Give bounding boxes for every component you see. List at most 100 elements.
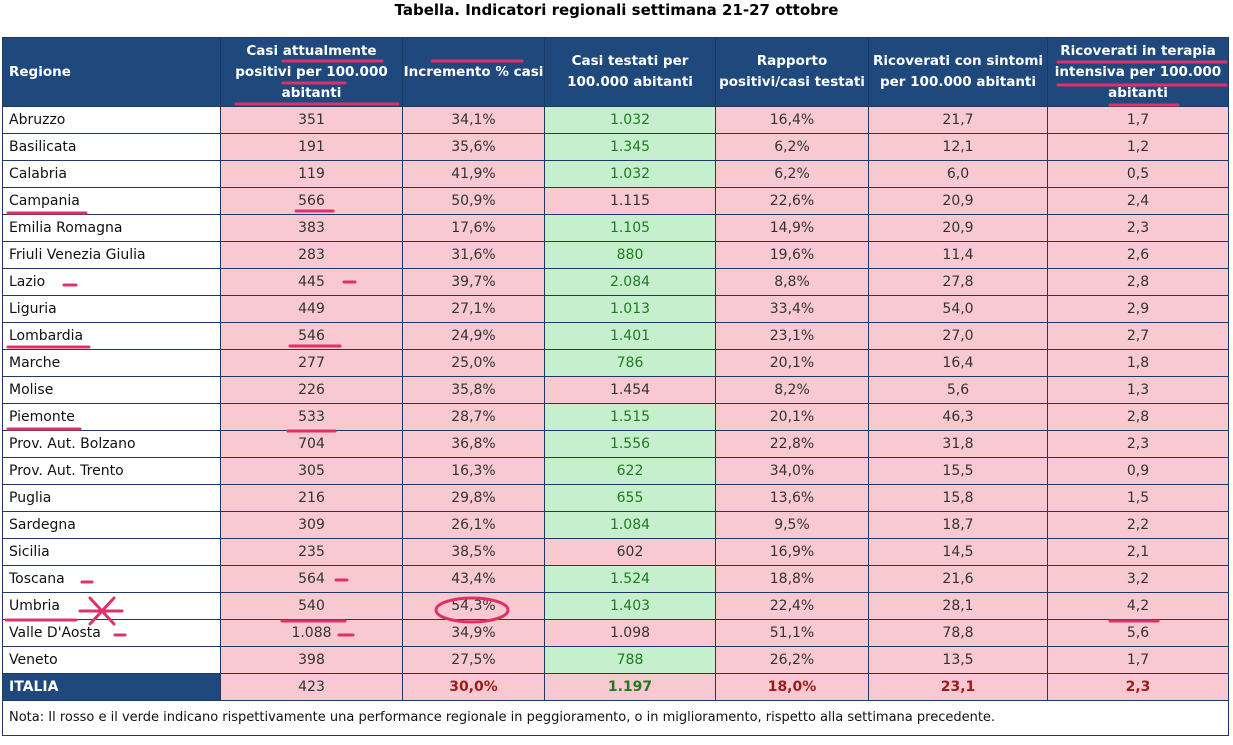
- value-cell: 14,5: [868, 538, 1048, 566]
- note-row: Nota: Il rosso e il verde indicano rispe…: [2, 700, 1229, 736]
- value-cell: 54,0: [868, 295, 1048, 323]
- value-cell: 38,5%: [402, 538, 545, 566]
- value-cell: 216: [220, 484, 403, 512]
- region-name-cell: Valle D'Aosta: [2, 619, 221, 647]
- total-value-cell: 30,0%: [402, 673, 545, 701]
- value-cell: 29,8%: [402, 484, 545, 512]
- region-name-cell: Prov. Aut. Trento: [2, 457, 221, 485]
- value-cell: 39,7%: [402, 268, 545, 296]
- header-row: Regione Casi attualmente positivi per 10…: [2, 37, 1229, 107]
- table-body: Abruzzo 351 34,1% 1.032 16,4% 21,7 1,7 Basilica…: [2, 106, 1229, 736]
- region-name-cell: Veneto: [2, 646, 221, 674]
- value-cell: 27,1%: [402, 295, 545, 323]
- table-row: Abruzzo 351 34,1% 1.032 16,4% 21,7 1,7: [2, 106, 1229, 134]
- value-cell: 50,9%: [402, 187, 545, 215]
- region-name-cell: Umbria: [2, 592, 221, 620]
- value-cell: 1.013: [544, 295, 716, 323]
- value-cell: 1.515: [544, 403, 716, 431]
- value-cell: 305: [220, 457, 403, 485]
- header-terapia-intensiva: Ricoverati in terapia intensiva per 100.…: [1047, 37, 1229, 107]
- value-cell: 398: [220, 646, 403, 674]
- value-cell: 1,8: [1047, 349, 1229, 377]
- value-cell: 880: [544, 241, 716, 269]
- header-rapporto: Rapporto positivi/casi testati: [715, 37, 869, 107]
- value-cell: 2,7: [1047, 322, 1229, 350]
- total-region-cell: ITALIA: [2, 673, 221, 701]
- value-cell: 2,2: [1047, 511, 1229, 539]
- table-title: Tabella. Indicatori regionali settimana …: [394, 1, 839, 19]
- region-name-cell: Calabria: [2, 160, 221, 188]
- total-row: ITALIA 423 30,0% 1.197 18,0% 23,1 2,3: [2, 673, 1229, 701]
- value-cell: 533: [220, 403, 403, 431]
- region-name-cell: Prov. Aut. Bolzano: [2, 430, 221, 458]
- value-cell: 1.088: [220, 619, 403, 647]
- value-cell: 6,2%: [715, 160, 869, 188]
- value-cell: 17,6%: [402, 214, 545, 242]
- value-cell: 566: [220, 187, 403, 215]
- value-cell: 20,9: [868, 187, 1048, 215]
- table-row: Sicilia 235 38,5% 602 16,9% 14,5 2,1: [2, 538, 1229, 566]
- region-name-cell: Lazio: [2, 268, 221, 296]
- table-row: Sardegna 309 26,1% 1.084 9,5% 18,7 2,2: [2, 511, 1229, 539]
- value-cell: 16,3%: [402, 457, 545, 485]
- value-cell: 1.032: [544, 160, 716, 188]
- value-cell: 35,6%: [402, 133, 545, 161]
- value-cell: 35,8%: [402, 376, 545, 404]
- value-cell: 54,3%: [402, 592, 545, 620]
- value-cell: 18,8%: [715, 565, 869, 593]
- value-cell: 540: [220, 592, 403, 620]
- value-cell: 445: [220, 268, 403, 296]
- value-cell: 22,4%: [715, 592, 869, 620]
- value-cell: 351: [220, 106, 403, 134]
- value-cell: 704: [220, 430, 403, 458]
- value-cell: 21,7: [868, 106, 1048, 134]
- value-cell: 622: [544, 457, 716, 485]
- value-cell: 13,6%: [715, 484, 869, 512]
- table-row: Emilia Romagna 383 17,6% 1.105 14,9% 20,9 2,3: [2, 214, 1229, 242]
- table-row: Prov. Aut. Trento 305 16,3% 622 34,0% 15,5 0,9: [2, 457, 1229, 485]
- value-cell: 602: [544, 538, 716, 566]
- table-row: Valle D'Aosta 1.088 34,9% 1.098 51,1% 78,8 5,6: [2, 619, 1229, 647]
- value-cell: 3,2: [1047, 565, 1229, 593]
- value-cell: 786: [544, 349, 716, 377]
- value-cell: 655: [544, 484, 716, 512]
- value-cell: 1,7: [1047, 646, 1229, 674]
- value-cell: 2,4: [1047, 187, 1229, 215]
- value-cell: 16,4: [868, 349, 1048, 377]
- header-casi-positivi: Casi attualmente positivi per 100.000 ab…: [220, 37, 403, 107]
- value-cell: 26,2%: [715, 646, 869, 674]
- value-cell: 2,8: [1047, 268, 1229, 296]
- value-cell: 11,4: [868, 241, 1048, 269]
- value-cell: 1,2: [1047, 133, 1229, 161]
- value-cell: 6,2%: [715, 133, 869, 161]
- value-cell: 20,9: [868, 214, 1048, 242]
- value-cell: 12,1: [868, 133, 1048, 161]
- value-cell: 2,8: [1047, 403, 1229, 431]
- value-cell: 1.032: [544, 106, 716, 134]
- table-note: Nota: Il rosso e il verde indicano rispe…: [2, 700, 1229, 736]
- region-name-cell: Liguria: [2, 295, 221, 323]
- value-cell: 36,8%: [402, 430, 545, 458]
- value-cell: 16,9%: [715, 538, 869, 566]
- value-cell: 1.115: [544, 187, 716, 215]
- header-casi-testati: Casi testati per 100.000 abitanti: [544, 37, 716, 107]
- value-cell: 1.401: [544, 322, 716, 350]
- region-name-cell: Toscana: [2, 565, 221, 593]
- value-cell: 1,3: [1047, 376, 1229, 404]
- value-cell: 26,1%: [402, 511, 545, 539]
- region-name-cell: Molise: [2, 376, 221, 404]
- value-cell: 1.556: [544, 430, 716, 458]
- value-cell: 564: [220, 565, 403, 593]
- value-cell: 2,3: [1047, 430, 1229, 458]
- table-row: Calabria 119 41,9% 1.032 6,2% 6,0 0,5: [2, 160, 1229, 188]
- value-cell: 28,7%: [402, 403, 545, 431]
- region-name-cell: Emilia Romagna: [2, 214, 221, 242]
- value-cell: 20,1%: [715, 403, 869, 431]
- value-cell: 78,8: [868, 619, 1048, 647]
- total-value-cell: 1.197: [544, 673, 716, 701]
- value-cell: 119: [220, 160, 403, 188]
- value-cell: 31,6%: [402, 241, 545, 269]
- value-cell: 14,9%: [715, 214, 869, 242]
- value-cell: 9,5%: [715, 511, 869, 539]
- regional-indicators-table: Regione Casi attualmente positivi per 10…: [2, 37, 1229, 736]
